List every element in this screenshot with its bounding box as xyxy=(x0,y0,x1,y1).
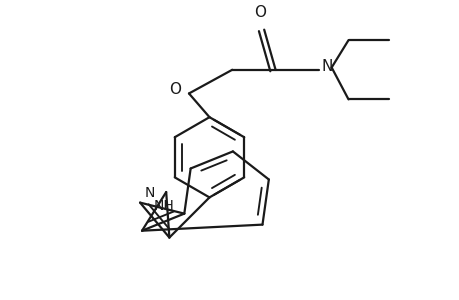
Text: N: N xyxy=(321,58,332,74)
Text: N: N xyxy=(144,186,155,200)
Text: NH: NH xyxy=(153,199,174,213)
Text: O: O xyxy=(169,82,181,97)
Text: O: O xyxy=(254,5,266,20)
